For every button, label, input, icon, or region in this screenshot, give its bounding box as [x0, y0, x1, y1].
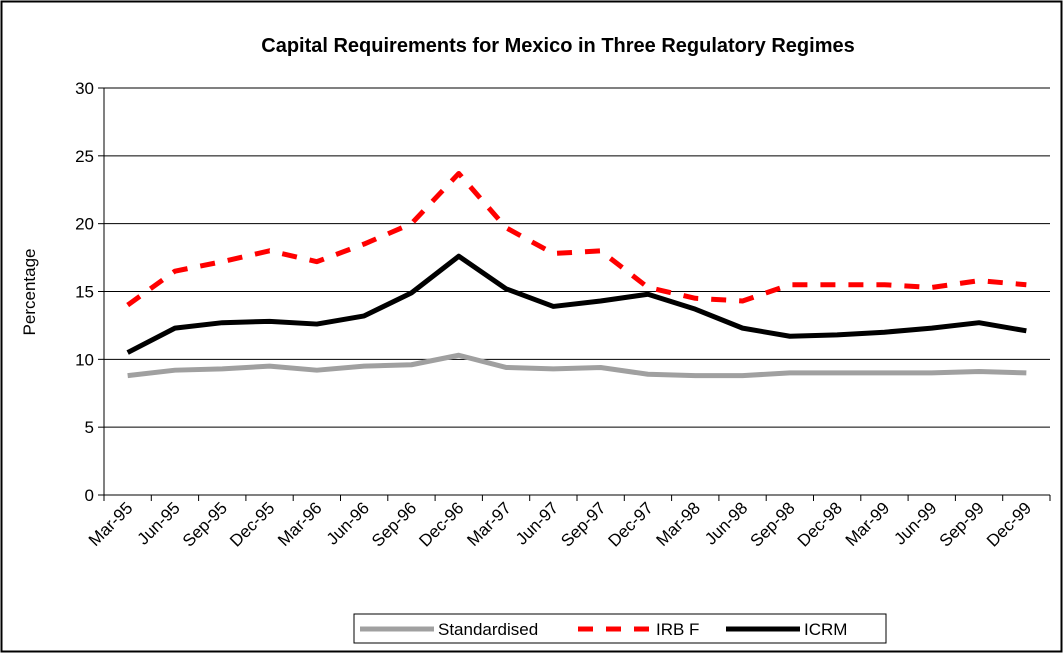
y-tick-labels: 0 5 10 15 20 25 30 [75, 79, 94, 505]
legend-label-2: ICRM [804, 620, 847, 639]
y-axis-label: Percentage [20, 249, 39, 336]
series-line-1 [126, 170, 1027, 308]
series-lines [126, 170, 1027, 379]
y-tick-label: 15 [75, 283, 94, 302]
chart-title: Capital Requirements for Mexico in Three… [261, 35, 854, 57]
gridlines [104, 87, 1050, 428]
y-tick-label: 25 [75, 147, 94, 166]
y-tick-label: 5 [85, 418, 94, 437]
y-tick-label: 20 [75, 215, 94, 234]
series-line-0 [127, 352, 1027, 379]
legend-label-0: Standardised [438, 620, 538, 639]
y-tick-label: 30 [75, 79, 94, 98]
axes [98, 87, 1051, 501]
y-tick-label: 0 [85, 486, 94, 505]
series-line-2 [126, 253, 1027, 355]
y-tick-label: 10 [75, 350, 94, 369]
legend: Standardised IRB F ICRM [353, 613, 887, 644]
legend-label-1: IRB F [656, 620, 699, 639]
